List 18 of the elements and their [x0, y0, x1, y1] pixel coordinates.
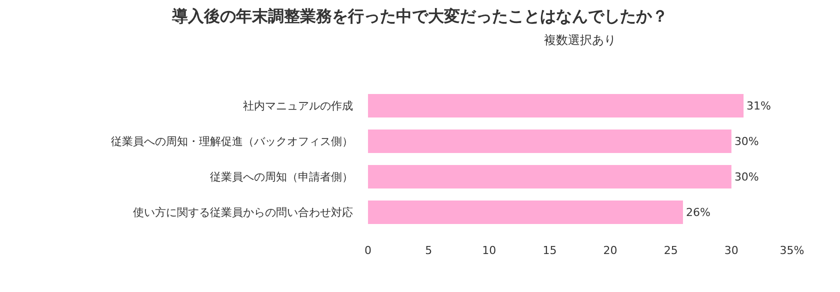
- chart-title: 導入後の年末調整業務を行った中で大変だったことはなんでしたか？: [171, 6, 668, 26]
- x-tick-label: 10: [482, 244, 496, 257]
- data-label: 30%: [734, 134, 759, 148]
- y-tick-label: 従業員への周知・理解促進（バックオフィス側）: [111, 135, 353, 148]
- x-tick-label: 15: [542, 244, 557, 257]
- x-tick-label: 20: [603, 244, 618, 257]
- data-label: 31%: [746, 99, 771, 112]
- x-tick-label: 25: [664, 244, 678, 257]
- data-label: 30%: [734, 170, 759, 184]
- x-tick-label: 30: [724, 244, 738, 257]
- data-label: 26%: [686, 206, 710, 219]
- x-tick-label: 0: [364, 244, 372, 257]
- x-tick-label: 5: [425, 244, 432, 257]
- y-tick-label: 使い方に関する従業員からの問い合わせ対応: [133, 206, 353, 220]
- chart-subtitle: 複数選択あり: [544, 33, 616, 47]
- x-tick-label: 35%: [780, 244, 804, 257]
- y-tick-label: 従業員への周知（申請者側）: [210, 170, 353, 184]
- y-tick-label: 社内マニュアルの作成: [243, 100, 353, 113]
